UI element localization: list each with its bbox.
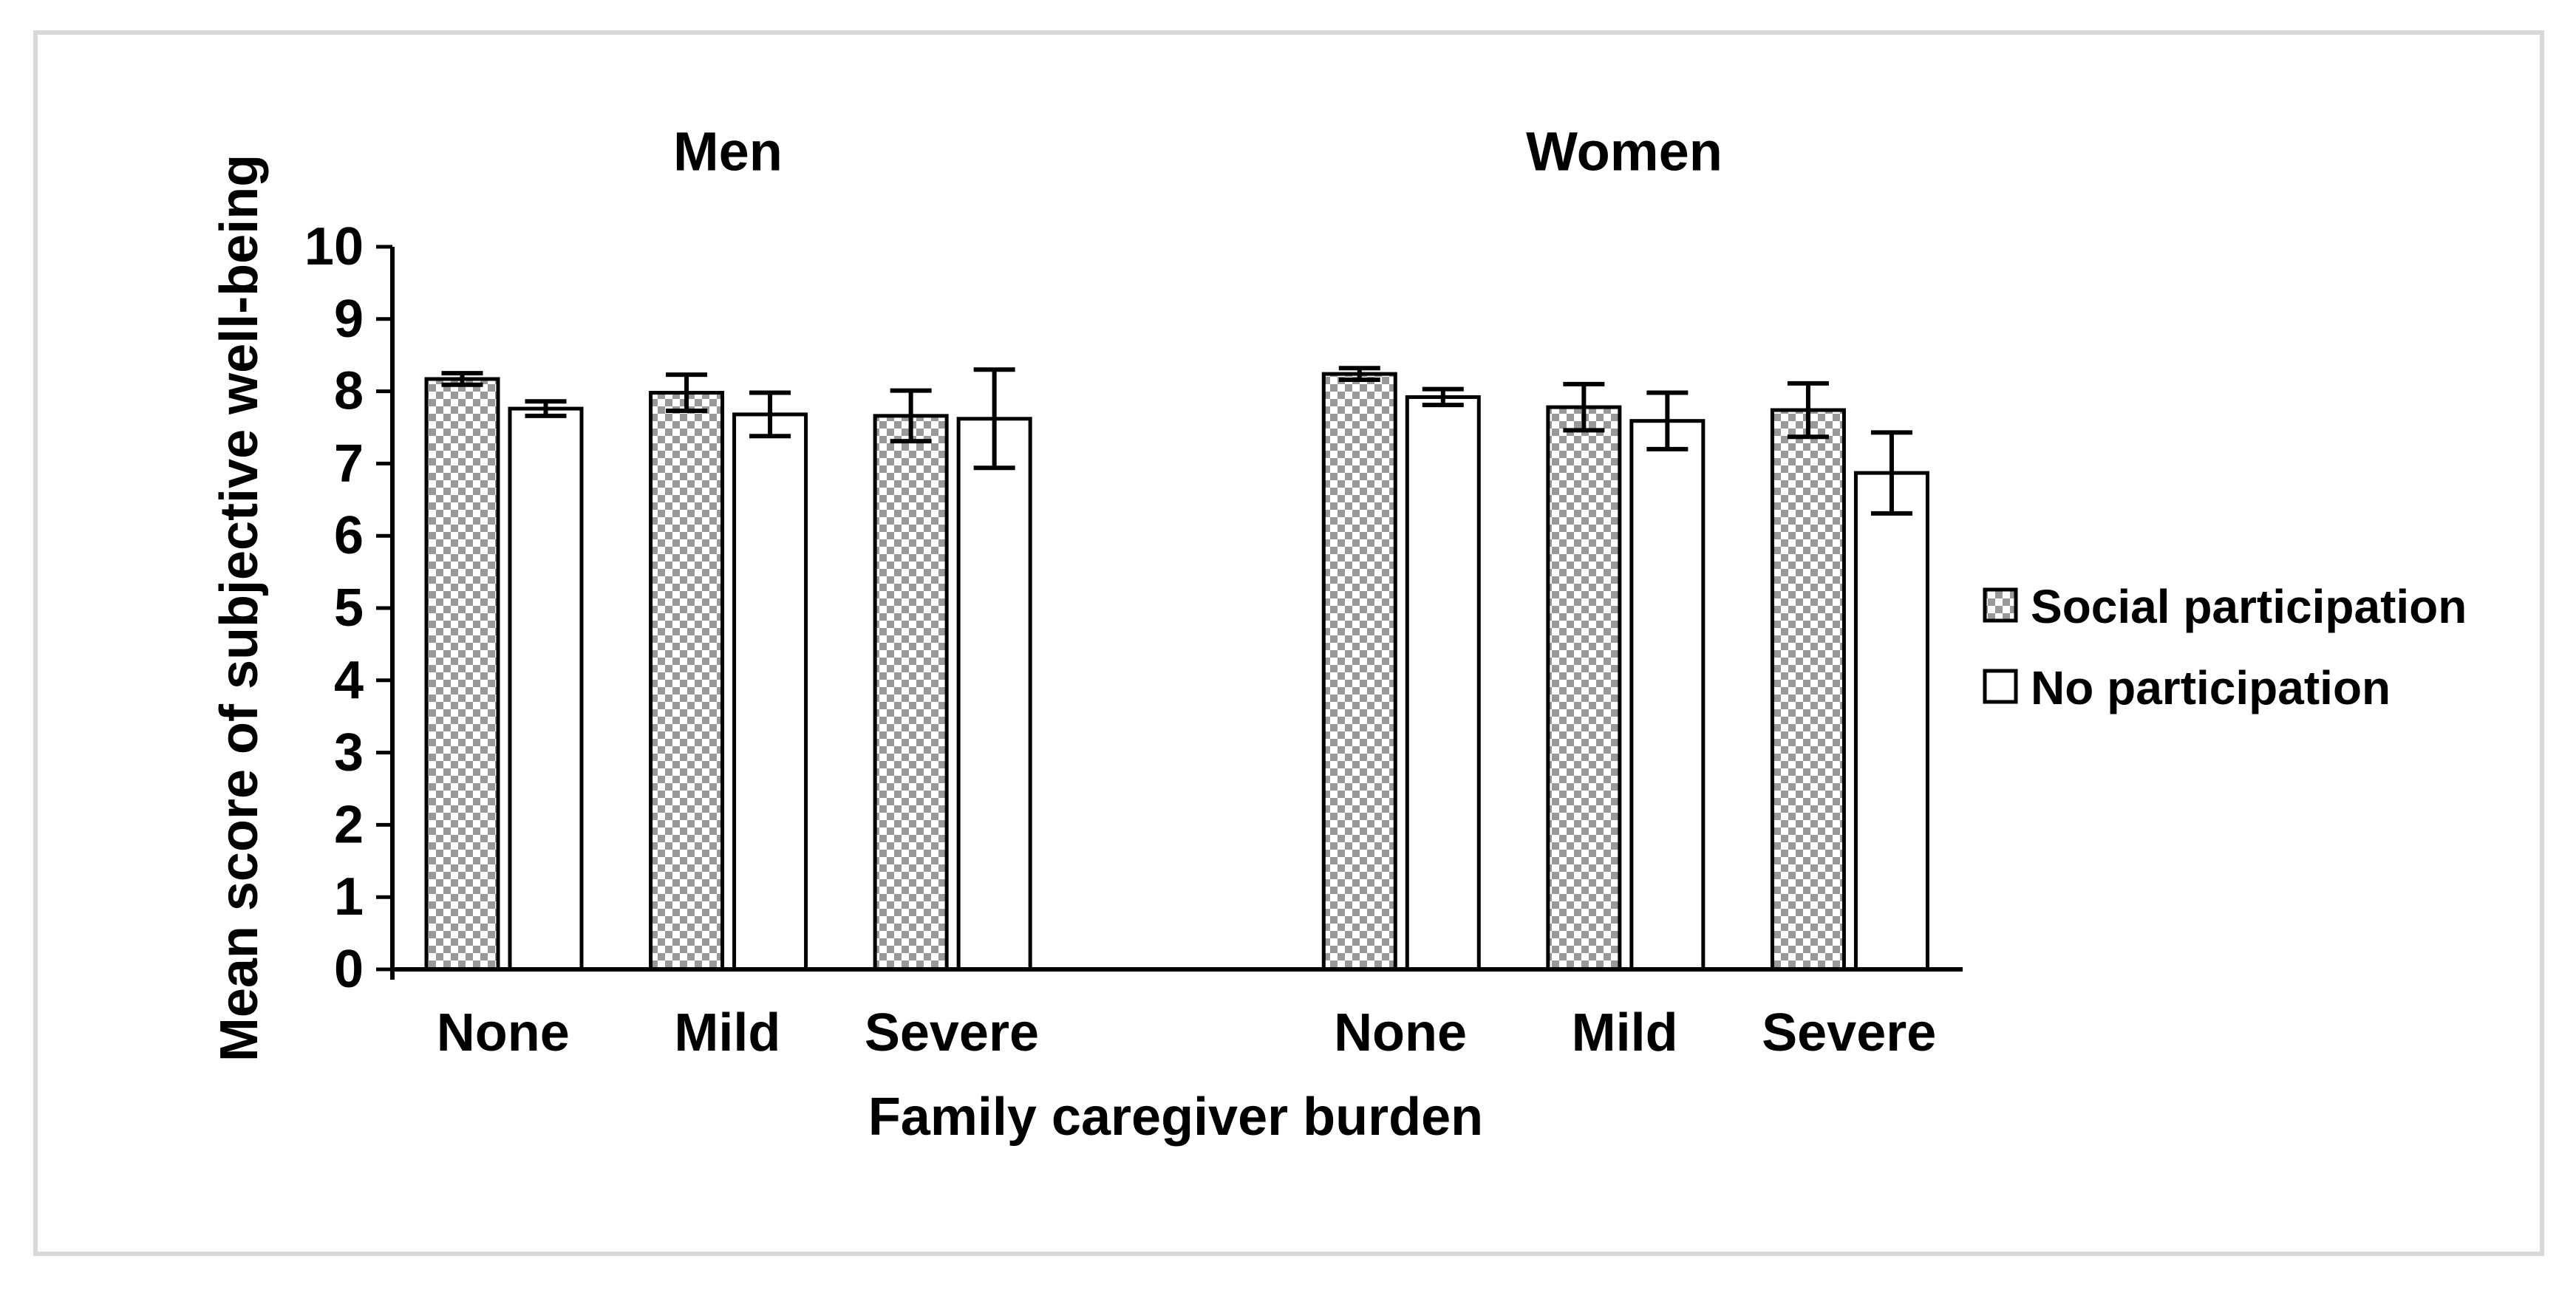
bar-men-mild-no-participation: [732, 412, 808, 972]
legend-label-social-participation: Social participation: [2031, 580, 2467, 633]
error-bar-women-mild-social-participation: [1563, 381, 1605, 433]
y-tick-label-8: 8: [334, 362, 364, 421]
category-label-women-severe: Severe: [1762, 1003, 1936, 1062]
error-bar-men-mild-social-participation: [666, 372, 708, 414]
legend-swatch-no-participation: [1983, 669, 2018, 704]
y-tick-label-2: 2: [334, 795, 364, 854]
error-bar-women-severe-social-participation: [1787, 381, 1829, 440]
y-axis-title: Mean score of subjective well-being: [210, 154, 269, 1062]
y-tick-label-1: 1: [334, 867, 364, 926]
category-label-men-none: None: [437, 1003, 570, 1062]
axes-layer: [390, 247, 1963, 980]
y-ticks-layer: 0 1 2 3 4 5 6 7 8 9 10: [304, 217, 392, 999]
bars-layer: [424, 372, 1929, 972]
legend-label-no-participation: No participation: [2031, 661, 2391, 714]
bar-women-mild-social-participation: [1546, 405, 1622, 972]
bar-women-none-no-participation: [1405, 395, 1481, 972]
bar-women-mild-no-participation: [1629, 419, 1706, 972]
category-label-women-mild: Mild: [1572, 1003, 1678, 1062]
bar-men-severe-social-participation: [873, 414, 949, 972]
x-axis-title: Family caregiver burden: [868, 1088, 1483, 1147]
chart-border: [33, 30, 2544, 1256]
y-tick-label-9: 9: [334, 290, 364, 349]
legend: Social participation No participation: [1983, 580, 2467, 714]
y-tick-label-10: 10: [304, 217, 364, 276]
category-labels-layer: None Mild Severe None Mild Severe: [437, 1003, 1937, 1062]
bar-men-none-no-participation: [508, 406, 584, 972]
group-title-men: Men: [673, 121, 783, 182]
y-tick-label-3: 3: [334, 723, 364, 782]
bar-women-severe-social-participation: [1770, 408, 1846, 972]
error-bar-men-severe-no-participation: [973, 367, 1015, 471]
y-tick-label-5: 5: [334, 579, 364, 638]
error-bar-women-none-no-participation: [1422, 386, 1464, 408]
bar-women-none-social-participation: [1321, 372, 1397, 972]
error-bar-men-severe-social-participation: [890, 388, 932, 444]
error-bar-women-severe-no-participation: [1870, 430, 1912, 516]
bar-men-severe-no-participation: [956, 417, 1032, 972]
bar-men-none-social-participation: [424, 377, 500, 972]
bar-men-mild-social-participation: [649, 391, 725, 972]
error-bar-men-mild-no-participation: [749, 390, 791, 439]
error-bar-men-none-social-participation: [441, 371, 483, 387]
error-bar-men-none-no-participation: [525, 399, 567, 418]
y-tick-label-0: 0: [334, 940, 364, 999]
category-label-men-severe: Severe: [865, 1003, 1039, 1062]
error-bar-women-mild-no-participation: [1646, 390, 1689, 451]
y-tick-label-6: 6: [334, 506, 364, 565]
error-bars-layer: [441, 366, 1912, 516]
bar-women-severe-no-participation: [1853, 471, 1929, 972]
y-tick-label-7: 7: [334, 434, 364, 493]
category-label-women-none: None: [1334, 1003, 1467, 1062]
error-bar-women-none-social-participation: [1338, 366, 1380, 382]
legend-swatch-social-participation: [1983, 587, 2018, 623]
category-label-men-mild: Mild: [674, 1003, 780, 1062]
y-tick-label-4: 4: [334, 651, 364, 710]
group-title-women: Women: [1526, 121, 1723, 182]
